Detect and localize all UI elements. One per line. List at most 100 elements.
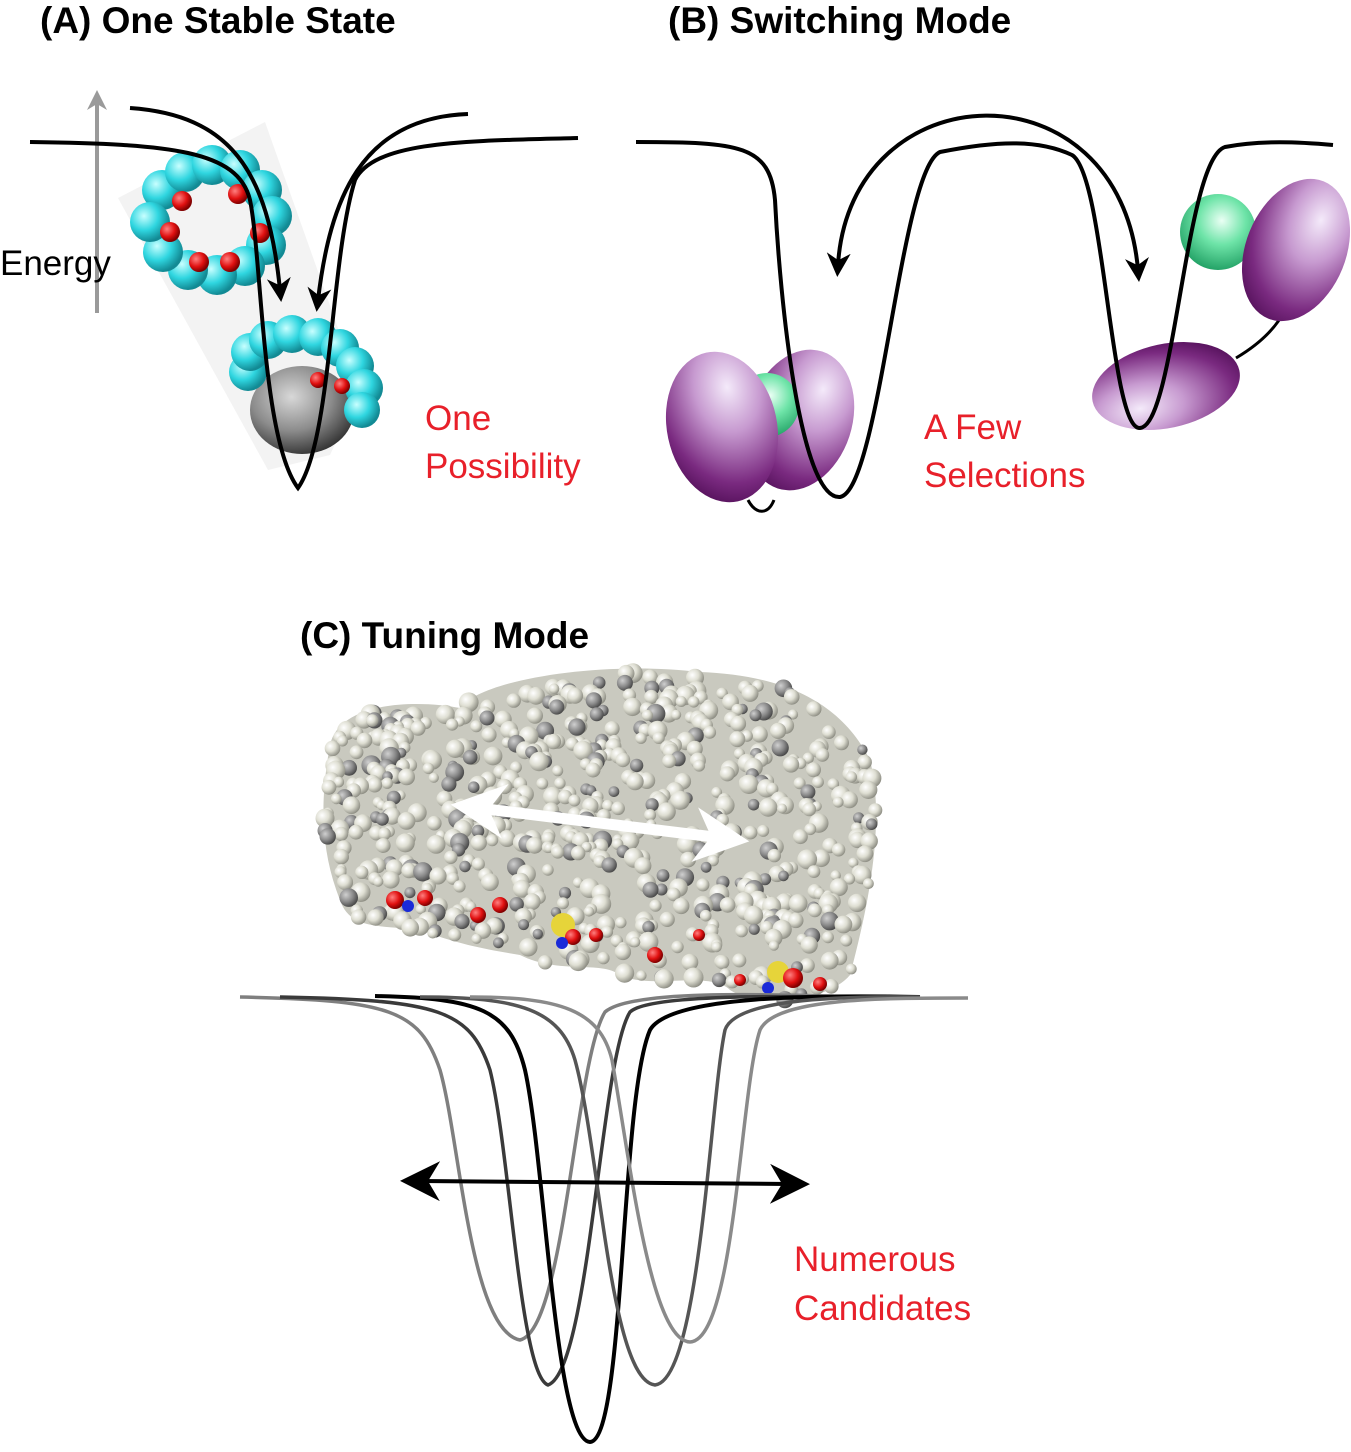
protein-atom: [806, 762, 821, 778]
protein-atom: [635, 732, 647, 744]
protein-atom: [339, 888, 359, 907]
protein-atom: [342, 796, 361, 814]
protein-atom: [585, 692, 602, 709]
protein-atom: [764, 928, 783, 947]
protein-atom: [519, 938, 538, 957]
protein-atom: [757, 824, 770, 837]
protein-atom: [532, 928, 543, 940]
protein-atom: [333, 776, 345, 788]
protein-atom: [788, 894, 808, 913]
protein-atom: [659, 911, 675, 928]
protein-atom: [614, 943, 632, 961]
protein-atom: [375, 812, 389, 826]
protein-atom: [840, 791, 858, 809]
protein-atom: [337, 874, 354, 891]
protein-atom: [800, 936, 818, 954]
purple-domain-protein-closed: [665, 349, 855, 503]
protein-atom: [655, 883, 668, 896]
protein-atom: [324, 740, 341, 757]
protein-atom: [551, 845, 565, 859]
protein-atom: [319, 828, 336, 845]
protein-atom: [722, 823, 741, 842]
protein-atom: [638, 931, 659, 952]
protein-atom: [600, 925, 614, 938]
protein-atom: [373, 876, 384, 887]
switching-arrow: [826, 113, 1149, 282]
energy-axis-label: Energy: [0, 244, 111, 283]
protein-atom: [749, 709, 762, 722]
protein-atom: [615, 916, 627, 929]
caption-b-line1: A Few: [924, 408, 1022, 447]
protein-atom: [448, 928, 462, 942]
protein-atom: [703, 726, 717, 739]
protein-atom: [787, 709, 799, 720]
protein-atom: [601, 857, 617, 873]
protein-atom: [758, 798, 778, 817]
protein-atom: [683, 967, 704, 988]
protein-atom: [641, 709, 654, 722]
protein-atom: [413, 862, 433, 882]
protein-atom: [865, 818, 878, 830]
protein-atom: [367, 777, 383, 793]
protein-atom: [739, 774, 759, 794]
protein-atom: [398, 768, 415, 786]
protein-atom: [748, 923, 760, 935]
protein-atom: [336, 735, 348, 747]
protein-atom: [820, 951, 839, 970]
protein-atom: [629, 936, 641, 948]
protein-atom: [349, 745, 364, 760]
protein-atom: [765, 782, 779, 796]
protein-atom: [356, 732, 373, 749]
protein-atom: [557, 897, 569, 910]
protein-atom: [666, 887, 681, 902]
protein-atom: [493, 937, 504, 949]
protein-atom: [771, 739, 789, 757]
protein-atom: [747, 798, 760, 811]
protein-atom: [845, 963, 857, 975]
protein-atom: [645, 798, 659, 812]
protein-atom: [426, 835, 446, 854]
protein-atom: [470, 720, 483, 733]
protein-atom: [693, 759, 706, 772]
falling-arrow-left: [129, 106, 291, 302]
protein-atom: [832, 796, 844, 808]
protein-atom: [644, 809, 657, 821]
energy-well-a: [29, 136, 579, 492]
protein-atom: [568, 794, 581, 807]
protein-atom: [857, 744, 868, 755]
protein-atom: [807, 865, 821, 878]
protein-atom: [800, 958, 815, 973]
protein-atom: [692, 841, 709, 858]
protein-atom: [711, 972, 727, 988]
protein-atom: [375, 838, 391, 853]
protein-atom: [751, 726, 768, 743]
protein-atom: [857, 754, 872, 770]
protein-atom: [615, 963, 635, 983]
protein-atom: [471, 857, 485, 871]
protein-atom: [348, 824, 364, 840]
protein-atom: [542, 864, 554, 876]
protein-atom: [446, 872, 459, 885]
protein-atom: [589, 707, 604, 722]
protein-atom: [636, 970, 647, 981]
protein-atom: [548, 683, 560, 695]
protein-atom: [675, 696, 687, 707]
protein-atom: [626, 772, 644, 791]
protein-atom: [568, 718, 586, 736]
protein-atom: [804, 823, 817, 836]
protein-atom: [688, 696, 700, 708]
protein-atom: [700, 861, 712, 873]
caption-a-line2: Possibility: [425, 447, 581, 486]
protein-atom: [526, 707, 544, 724]
protein-atom: [333, 849, 349, 865]
protein-atom: [673, 897, 690, 915]
protein-atom: [395, 833, 415, 853]
protein-atom: [719, 766, 735, 782]
protein-atom: [829, 878, 848, 897]
protein-atom: [848, 857, 859, 868]
protein-atom: [743, 825, 758, 840]
protein-atom: [680, 851, 696, 868]
protein-atom: [719, 897, 736, 913]
protein-atom: [768, 940, 780, 951]
